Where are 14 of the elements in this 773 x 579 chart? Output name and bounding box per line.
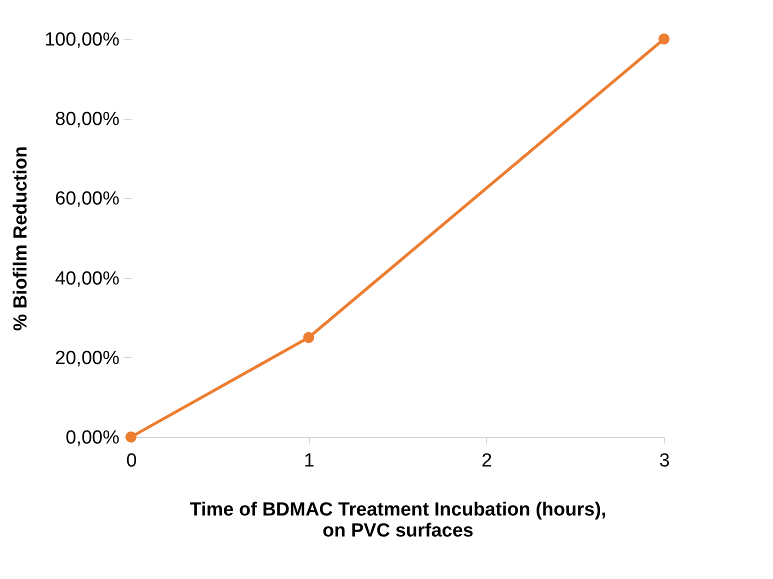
y-tick-label: 80,00% — [55, 109, 120, 130]
y-tick-label: 100,00% — [44, 30, 120, 50]
y-tick-label: 20,00% — [55, 348, 120, 369]
point — [658, 34, 670, 44]
x-tick-label: 1 — [304, 450, 314, 472]
y-tick-label: 0,00% — [66, 428, 120, 448]
y-axis-title: % Biofilm Reduction — [10, 146, 32, 331]
y-tick-label: 40,00% — [55, 268, 120, 290]
x-axis-title: Time of BDMAC Treatment Incubation (hours), on PVC surfaces — [190, 500, 606, 542]
x-tick-label: 3 — [659, 450, 670, 472]
point — [303, 332, 314, 343]
x-tick-label: 2 — [482, 450, 492, 472]
x-tick-label: 0 — [126, 450, 137, 472]
y-tick-label: 60,00% — [55, 188, 120, 210]
